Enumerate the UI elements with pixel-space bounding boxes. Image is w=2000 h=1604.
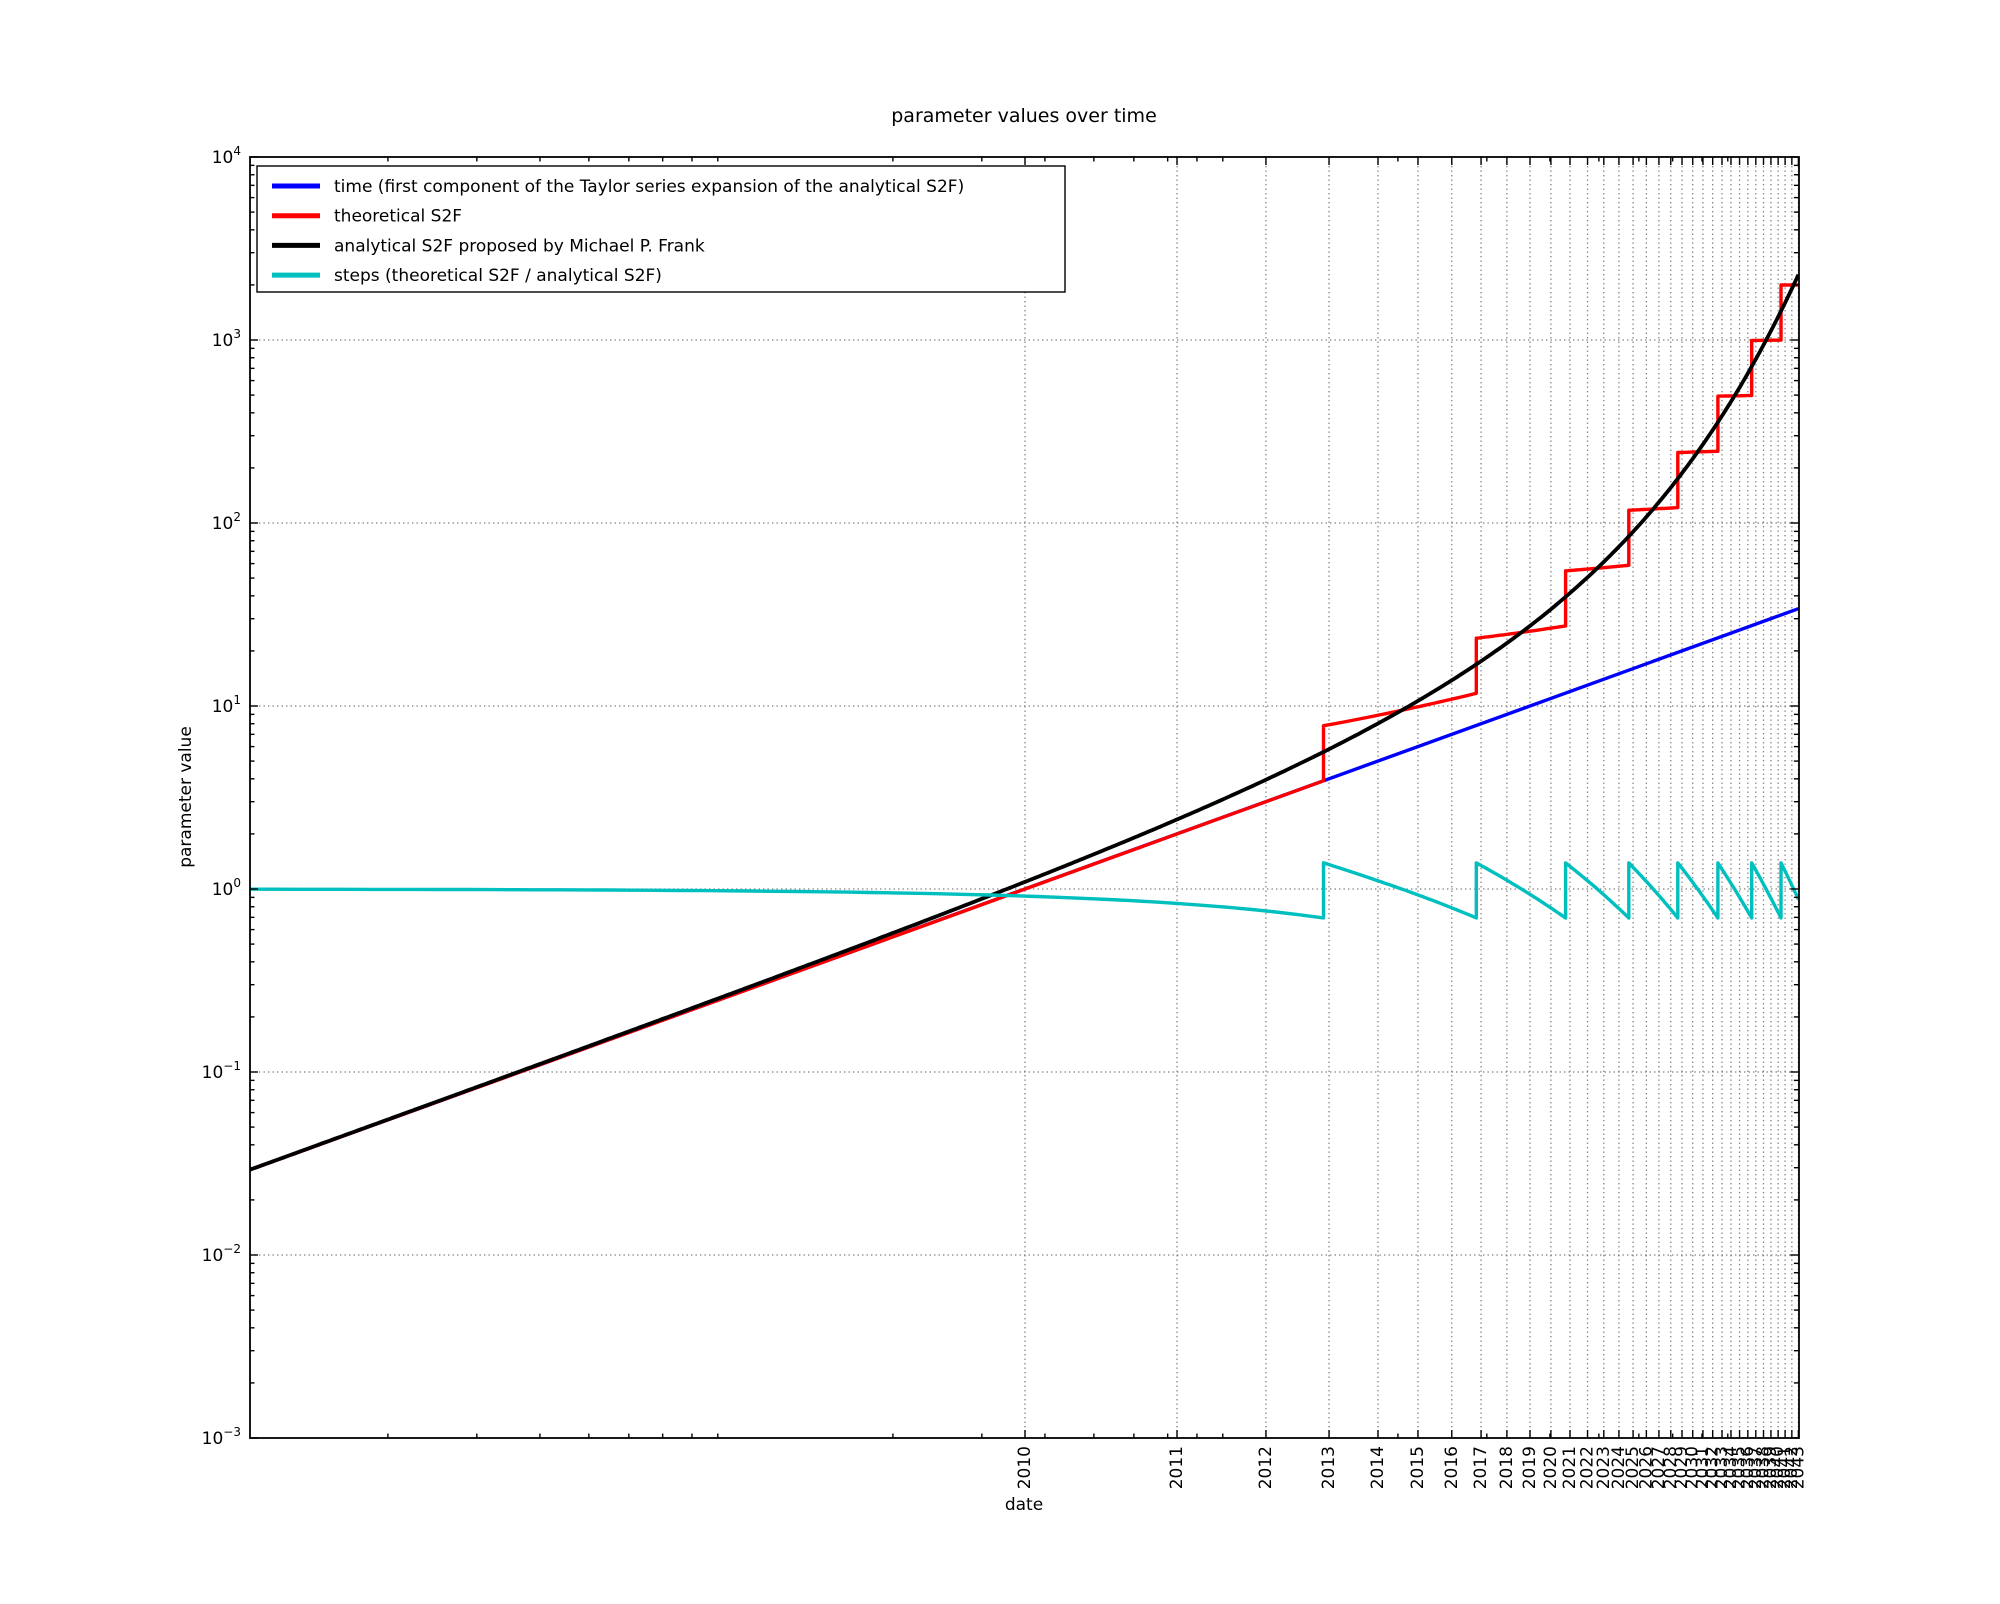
legend-box xyxy=(256,165,1066,293)
svg-text:2018: 2018 xyxy=(1497,1446,1517,1489)
svg-text:2028: 2028 xyxy=(1661,1446,1681,1489)
y-axis-label: parameter value xyxy=(176,726,196,868)
svg-text:2033: 2033 xyxy=(1712,1446,1732,1489)
svg-text:2013: 2013 xyxy=(1319,1446,1339,1489)
svg-text:2042: 2042 xyxy=(1782,1446,1802,1489)
curve-steps-ratio xyxy=(250,861,1799,920)
legend-item-analytical-s2f: analytical S2F proposed by Michael P. Fr… xyxy=(272,236,705,256)
legend-item-time: time (first component of the Taylor seri… xyxy=(272,177,964,197)
svg-text:2014: 2014 xyxy=(1368,1446,1388,1489)
svg-text:2043: 2043 xyxy=(1788,1446,1808,1489)
svg-text:2027: 2027 xyxy=(1649,1446,1669,1489)
x-grid xyxy=(1024,157,1800,1438)
svg-text:2016: 2016 xyxy=(1442,1446,1462,1489)
svg-text:2038: 2038 xyxy=(1754,1446,1774,1489)
legend: time (first component of the Taylor seri… xyxy=(256,165,1066,293)
plot-title: parameter values over time xyxy=(891,105,1157,127)
svg-text:2015: 2015 xyxy=(1408,1446,1428,1489)
x-tick-labels: 2010 2011 2012 2013 2014 2015 2016 2017 2018 2019… xyxy=(1015,1446,1808,1489)
svg-text:2040: 2040 xyxy=(1768,1446,1788,1489)
legend-item-theoretical-s2f: theoretical S2F xyxy=(272,207,462,227)
svg-text:2024: 2024 xyxy=(1609,1446,1629,1489)
svg-text:2023: 2023 xyxy=(1594,1446,1614,1489)
svg-text:2012: 2012 xyxy=(1256,1446,1276,1489)
svg-text:2025: 2025 xyxy=(1623,1446,1643,1489)
svg-text:2036: 2036 xyxy=(1738,1446,1758,1489)
x-axis-label: date xyxy=(1005,1495,1043,1515)
legend-label-steps-ratio: steps (theoretical S2F / analytical S2F) xyxy=(334,266,662,286)
curves xyxy=(250,273,1799,1172)
svg-text:2029: 2029 xyxy=(1672,1446,1692,1489)
svg-text:2032: 2032 xyxy=(1703,1446,1723,1489)
svg-text:2031: 2031 xyxy=(1693,1446,1713,1489)
svg-text:2021: 2021 xyxy=(1560,1446,1580,1489)
svg-text:2010: 2010 xyxy=(1015,1446,1035,1489)
svg-text:2039: 2039 xyxy=(1761,1446,1781,1489)
svg-text:2020: 2020 xyxy=(1541,1446,1561,1489)
legend-label-time: time (first component of the Taylor seri… xyxy=(334,177,964,197)
legend-item-steps-ratio: steps (theoretical S2F / analytical S2F) xyxy=(272,266,662,286)
svg-text:2011: 2011 xyxy=(1167,1446,1187,1489)
svg-text:2026: 2026 xyxy=(1636,1446,1656,1489)
svg-text:2037: 2037 xyxy=(1746,1446,1766,1489)
svg-text:2019: 2019 xyxy=(1520,1446,1540,1489)
curve-analytical-s2f xyxy=(250,273,1799,1172)
plot-border xyxy=(249,156,1800,1439)
svg-text:2035: 2035 xyxy=(1730,1446,1750,1489)
svg-text:2017: 2017 xyxy=(1471,1446,1491,1489)
svg-text:2041: 2041 xyxy=(1775,1446,1795,1489)
legend-label-analytical-s2f: analytical S2F proposed by Michael P. Fr… xyxy=(334,236,705,256)
plot-area-background xyxy=(250,157,1799,1438)
svg-text:2022: 2022 xyxy=(1578,1446,1598,1489)
legend-label-theoretical-s2f: theoretical S2F xyxy=(334,207,462,227)
svg-text:2030: 2030 xyxy=(1683,1446,1703,1489)
svg-text:2034: 2034 xyxy=(1721,1446,1741,1489)
